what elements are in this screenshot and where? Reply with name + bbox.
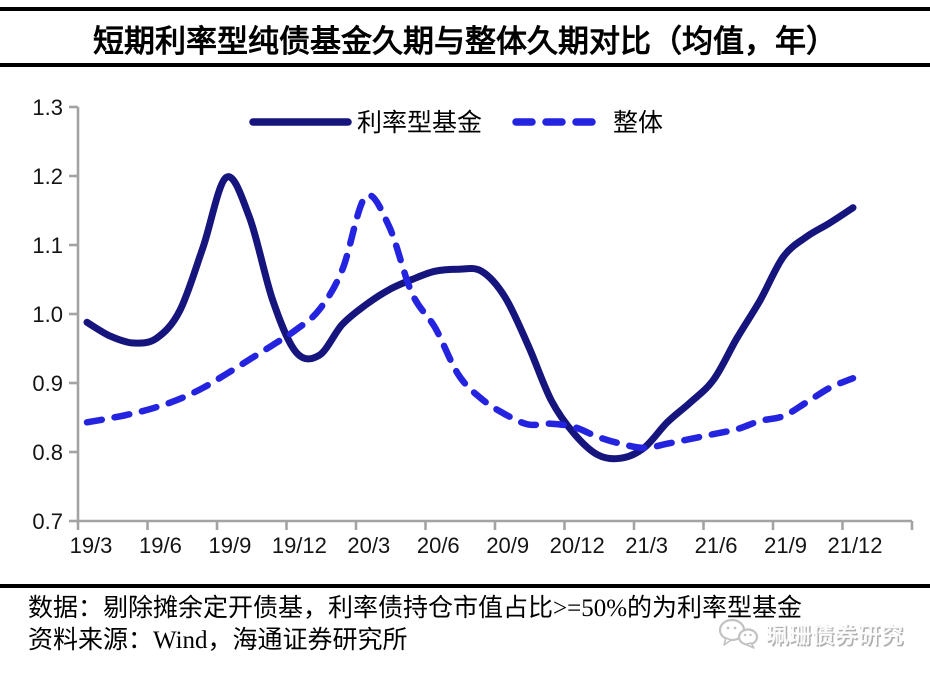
watermark-label: 珮珊债券研究 xyxy=(765,623,904,648)
y-tick-label: 1.3 xyxy=(32,95,63,120)
x-tick-label: 21/6 xyxy=(695,533,738,558)
title-divider xyxy=(0,63,930,67)
data-note: 数据：剔除摊余定开债基，利率债持仓市值占比>=50%的为利率型基金 xyxy=(28,595,803,622)
x-tick-label: 19/12 xyxy=(272,533,327,558)
x-tick-label: 20/9 xyxy=(486,533,529,558)
y-tick-label: 1.0 xyxy=(32,302,63,327)
y-tick-label: 0.7 xyxy=(32,509,63,534)
chart-title: 短期利率型纯债基金久期与整体久期对比（均值，年） xyxy=(93,24,837,59)
wechat-icon xyxy=(718,618,759,649)
x-tick-label: 20/12 xyxy=(550,533,605,558)
x-tick-label: 19/9 xyxy=(208,533,251,558)
y-tick-label: 1.2 xyxy=(32,164,63,189)
y-tick-label: 0.8 xyxy=(32,440,63,465)
x-tick-label: 21/12 xyxy=(827,533,882,558)
x-tick-label: 21/9 xyxy=(764,533,807,558)
legend-label-solid: 利率型基金 xyxy=(357,109,482,137)
x-tick-label: 19/3 xyxy=(70,533,113,558)
source-note: 资料来源：Wind，海通证券研究所 xyxy=(28,627,408,654)
series-line-dashed xyxy=(83,191,857,452)
legend-label-dashed: 整体 xyxy=(613,109,663,137)
x-tick-label: 21/3 xyxy=(625,533,668,558)
y-tick-label: 1.1 xyxy=(32,233,63,258)
notes-divider xyxy=(0,584,930,588)
x-tick-label: 20/3 xyxy=(347,533,390,558)
top-divider xyxy=(0,7,930,11)
chart-canvas: 0.7 0.8 0.9 1.0 1.1 1.2 1.3 19/3 19/6 19/9 19/12 20… xyxy=(32,95,914,558)
series-line-solid xyxy=(83,173,857,463)
watermark: 珮珊债券研究 xyxy=(717,617,904,651)
x-tick-label: 19/6 xyxy=(139,533,182,558)
line-chart: 0.7 0.8 0.9 1.0 1.1 1.2 1.3 19/3 19/6 19/9 19/12 20… xyxy=(0,70,930,580)
x-tick-label: 20/6 xyxy=(417,533,460,558)
y-tick-label: 0.9 xyxy=(32,371,63,396)
